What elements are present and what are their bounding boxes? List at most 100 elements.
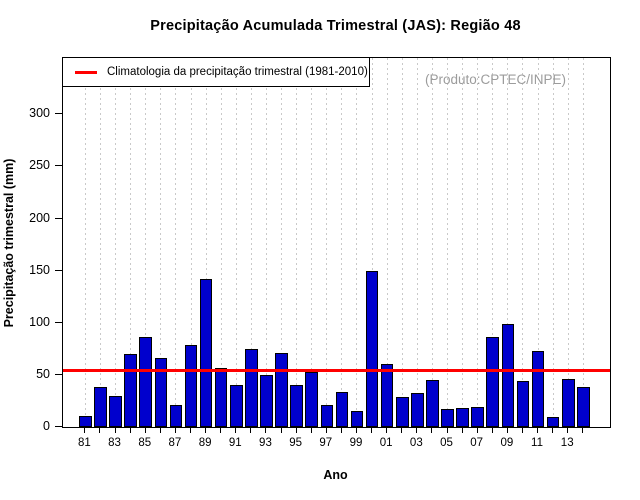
x-tick	[174, 427, 176, 433]
gridline	[537, 58, 539, 427]
gridline	[250, 58, 252, 427]
x-tick	[491, 427, 493, 433]
x-tick	[386, 427, 388, 433]
x-tick-label: 87	[168, 437, 182, 449]
gridline	[447, 58, 448, 427]
x-tick	[371, 427, 373, 433]
bar-2002	[395, 396, 409, 427]
gridline	[311, 58, 313, 427]
x-tick-label: 05	[440, 437, 453, 449]
bar-1996	[305, 371, 318, 427]
x-tick	[280, 427, 282, 433]
x-tick-label: 89	[198, 437, 212, 449]
x-tick	[416, 427, 418, 433]
x-tick-label: 95	[289, 437, 303, 449]
y-tick-label: 250	[29, 158, 50, 173]
bar-2001	[380, 364, 394, 427]
bar-1988	[184, 344, 198, 427]
bar-2000	[365, 270, 379, 427]
y-tick-label: 100	[29, 314, 50, 329]
bar-2010	[516, 381, 530, 427]
bar-2011	[531, 350, 545, 427]
x-tick-label: 83	[108, 437, 121, 449]
gridline	[190, 58, 192, 427]
x-tick	[265, 427, 267, 433]
x-tick	[355, 427, 357, 433]
gridline	[205, 58, 207, 427]
y-axis-title: Precipitação trimestral (mm)	[2, 158, 16, 328]
gridline	[341, 58, 343, 427]
y-tick	[55, 321, 62, 323]
bar-1989	[199, 278, 213, 427]
x-tick	[159, 427, 161, 433]
bar-1992	[245, 348, 258, 427]
bar-2008	[486, 337, 500, 427]
bar-1983	[109, 395, 122, 427]
y-tick	[55, 113, 62, 115]
x-tick	[506, 427, 508, 433]
bar-2005	[441, 409, 454, 427]
gridline	[130, 58, 132, 427]
bar-1994	[275, 353, 288, 427]
y-tick	[55, 217, 62, 219]
bar-2004	[426, 380, 439, 427]
gridline	[522, 58, 524, 427]
x-tick-label: 99	[349, 437, 363, 449]
gridline	[115, 58, 117, 427]
x-tick	[144, 427, 146, 433]
x-tick-label: 81	[77, 437, 91, 449]
x-tick	[220, 427, 222, 433]
x-tick	[295, 427, 297, 433]
gridline	[401, 58, 403, 427]
gridline	[431, 58, 433, 427]
x-tick	[190, 427, 192, 433]
bar-2009	[501, 323, 515, 427]
x-tick-label: 91	[228, 437, 242, 449]
y-tick-label: 300	[29, 106, 50, 121]
x-tick	[250, 427, 252, 433]
x-tick-label: 93	[259, 437, 272, 449]
gridline	[84, 58, 86, 427]
bar-2012	[546, 416, 560, 427]
y-tick	[55, 165, 62, 167]
x-tick	[431, 427, 433, 433]
gridline	[416, 58, 418, 427]
x-tick	[114, 427, 116, 433]
x-tick	[476, 427, 478, 433]
bar-1981	[79, 415, 92, 427]
bar-1984	[124, 354, 137, 427]
bar-1986	[154, 358, 168, 427]
x-tick	[235, 427, 237, 433]
gridline	[567, 58, 569, 427]
gridline	[477, 58, 479, 427]
bar-2003	[411, 392, 424, 427]
x-tick	[552, 427, 554, 433]
x-tick	[310, 427, 312, 433]
bar-2014	[577, 387, 590, 427]
x-tick-label: 11	[531, 437, 543, 449]
x-tick-label: 09	[500, 437, 514, 449]
x-tick	[521, 427, 523, 433]
bar-1999	[350, 411, 364, 427]
gridline	[296, 58, 298, 427]
y-tick	[55, 269, 62, 271]
x-tick	[325, 427, 327, 433]
x-tick	[340, 427, 342, 433]
x-tick	[567, 427, 569, 433]
gridline	[235, 58, 237, 427]
bar-2006	[456, 408, 469, 427]
y-tick-label: 0	[43, 419, 50, 433]
y-tick	[55, 426, 62, 427]
x-tick	[446, 427, 448, 433]
x-tick-label: 03	[409, 437, 423, 449]
bar-1987	[169, 405, 183, 427]
x-axis-title: Ano	[323, 468, 348, 482]
gridline	[220, 58, 222, 427]
x-tick-label: 07	[470, 437, 484, 449]
x-tick-label: 13	[560, 437, 574, 449]
x-tick-label: 01	[379, 437, 393, 449]
gridline	[326, 58, 328, 427]
bar-1990	[214, 367, 228, 427]
bar-2013	[561, 379, 575, 427]
